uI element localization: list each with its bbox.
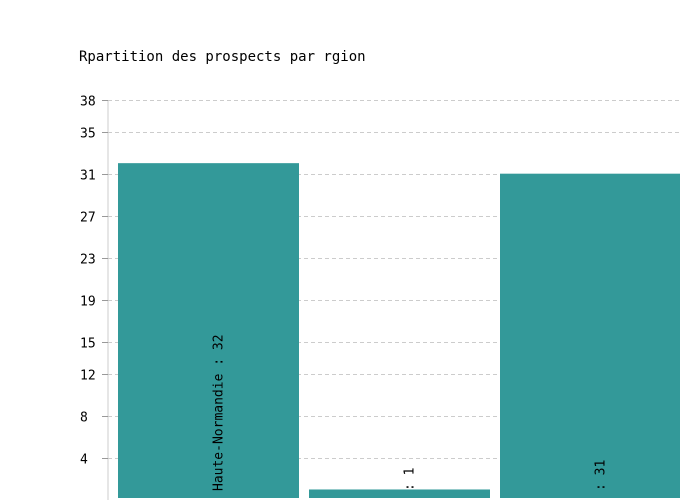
y-tick-label: 35 [80,127,96,142]
bars [118,163,680,498]
y-tick-label: 38 [80,95,96,110]
bar-label: : 1 [403,468,418,491]
bar-label: Haute-Normandie : 32 [212,334,227,491]
y-tick-label: 15 [80,337,96,352]
y-tick-label: 31 [80,169,96,184]
y-tick-label: 19 [80,295,96,310]
bar [118,163,299,498]
y-tick-label: 4 [80,453,88,468]
y-tick-label: 27 [80,211,96,226]
bar [500,173,680,498]
chart-title: Rpartition des prospects par rgion [79,49,366,65]
bar-label: : 31 [594,460,609,491]
y-tick-label: 8 [80,411,88,426]
y-tick-label: 23 [80,253,96,268]
y-axis: 4 8 12 15 19 23 27 31 35 38 [80,95,109,500]
y-tick-label: 12 [80,369,96,384]
bar [309,489,490,498]
bar-labels: Haute-Normandie : 32 : 1 : 31 [212,334,609,491]
